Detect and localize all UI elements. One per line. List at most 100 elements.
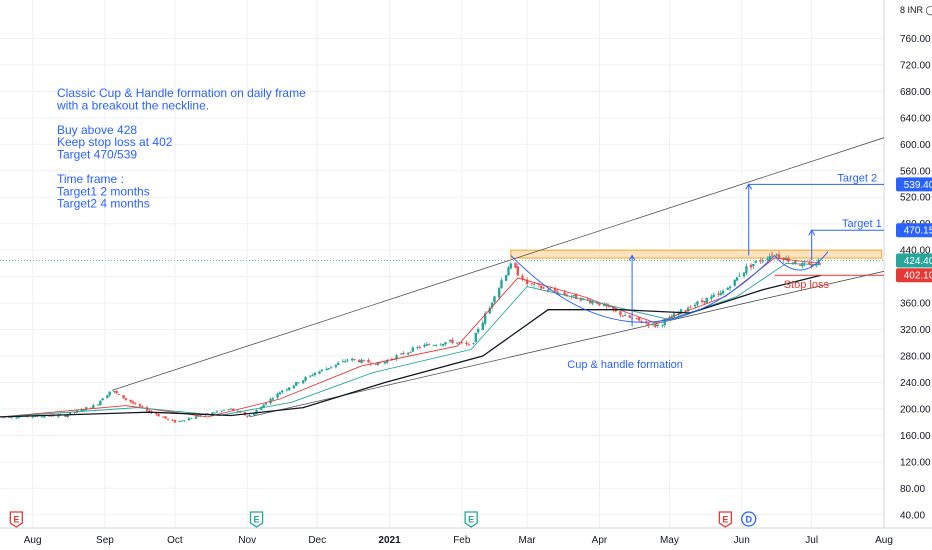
candle-body [353,359,356,360]
candle-body [402,353,405,355]
candle-body [220,410,223,412]
stoploss-label: Stop loss [784,279,830,291]
candle-body [367,360,370,363]
candle-body [383,361,387,364]
candle-body [686,307,690,312]
candle-body [344,361,347,362]
x-tick-label: 2021 [378,535,401,546]
candle-body [598,303,601,306]
candle-body [96,404,100,406]
candle-body [334,364,338,367]
candle-body [337,362,340,365]
y-tick-label: 160.00 [900,431,931,442]
earnings-badge [9,511,23,528]
candle-body [276,393,279,398]
candle-body [141,406,144,408]
candle-body [521,275,524,280]
candle-body [742,272,746,277]
candle-body [399,353,403,355]
candle-body [481,322,485,330]
candle-body [292,385,296,389]
candle-body [441,343,445,346]
candle-body [775,254,778,256]
candle-body [211,412,214,415]
x-tick-label: Sep [96,535,114,546]
candle-body [262,404,265,408]
x-tick-label: May [660,535,679,546]
candle-body [574,293,578,300]
candle-body [705,297,708,304]
candle-body [395,355,398,360]
candle-body [255,410,258,414]
candle-body [726,288,729,290]
candle-body [89,407,93,409]
candle-body [546,289,550,291]
candle-body [656,324,659,326]
candle-body [178,420,181,422]
candle-body [138,404,142,407]
candle-body [432,345,436,346]
note-line: Target 470/539 [57,148,137,162]
candle-body [213,412,216,414]
y-tick-label: 720.00 [900,60,931,71]
candle-body [427,344,431,346]
candle-body [759,260,762,262]
candle-body [572,294,575,296]
candle-body [166,418,170,420]
candle-body [689,306,692,308]
channel-trendline [249,270,885,418]
y-tick-label: 200.00 [900,404,931,415]
candle-body [173,420,177,423]
y-tick-label: 640.00 [900,113,931,124]
candle-body [703,301,706,303]
candle-body [619,311,622,316]
candle-body [260,407,263,410]
note-line: Buy above 428 [57,123,137,137]
currency-label: 8 INR ◯ [900,5,932,16]
candle-body [360,359,363,364]
candle-body [525,279,529,285]
candle-body [752,263,755,267]
x-tick-label: Apr [592,535,608,546]
candle-body [57,415,60,417]
candle-body [621,315,624,317]
candle-body [134,403,137,405]
candle-body [15,417,18,419]
candle-body [187,418,191,421]
candle-body [346,359,349,361]
candle-body [409,351,412,353]
target2-label: Target 2 [837,172,877,184]
candle-body [467,344,471,346]
candle-body [180,420,184,422]
candle-body [171,419,174,421]
candle-body [40,416,44,418]
candle-body [302,380,305,384]
candle-body [733,279,736,286]
candle-body [31,416,34,418]
x-tick-label: Aug [24,535,42,546]
candle-body [586,298,589,300]
candle-body [563,292,566,295]
candle-body [532,283,536,285]
candle-body [455,342,459,344]
candle-body [488,307,492,314]
candle-body [661,325,664,326]
candle-body [612,306,615,310]
earnings-badge [464,511,478,528]
candle-body [131,401,135,404]
candle-body [777,254,781,258]
candle-body [248,415,251,417]
candle-body [472,343,475,344]
price-label-text: 470.15 [904,226,932,237]
channel-trendline [111,137,885,391]
candle-body [798,265,802,267]
price-label-bg [896,268,932,283]
note-line: Classic Cup & Handle formation on daily … [57,86,306,100]
candle-body [444,342,447,345]
x-tick-label: Feb [453,535,471,546]
candle-body [770,254,774,256]
candle-body [507,267,510,276]
candle-body [376,362,380,366]
